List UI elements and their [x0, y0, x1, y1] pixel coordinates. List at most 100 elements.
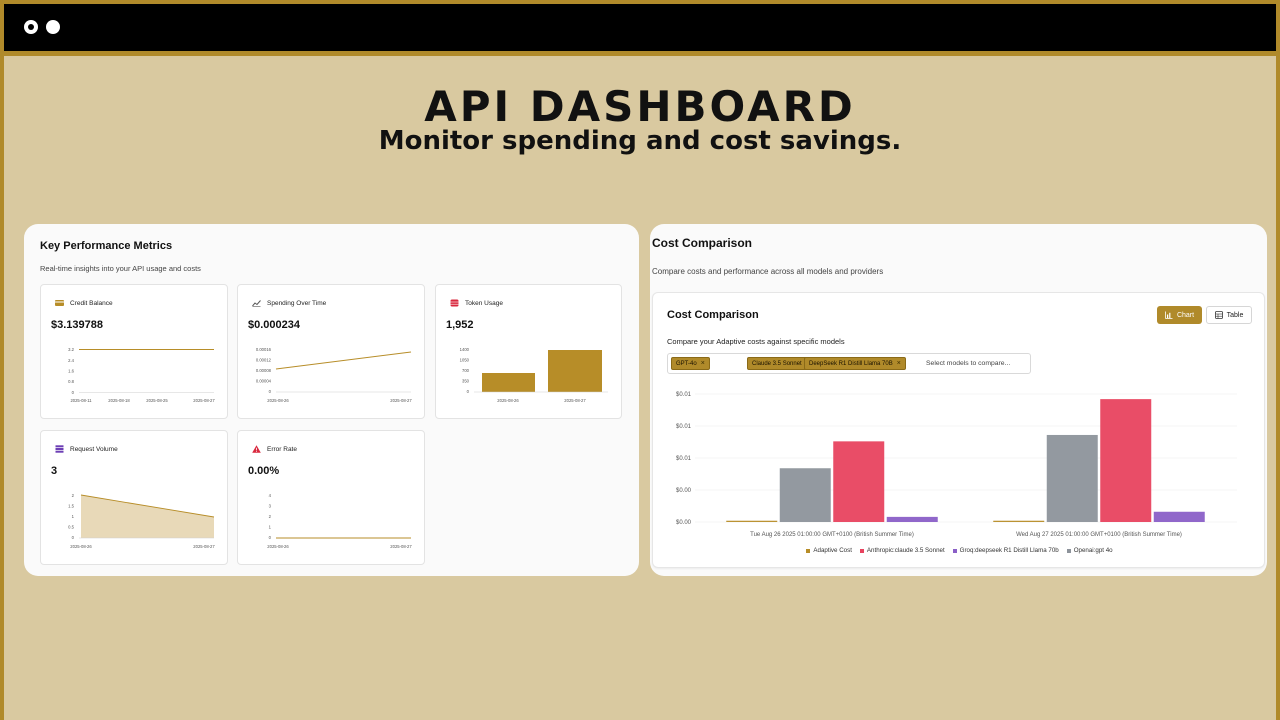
chart-legend: Adaptive Cost Anthropic:claude 3.5 Sonne…: [653, 547, 1266, 554]
model-chip[interactable]: GPT-4o ×: [671, 357, 710, 370]
legend-label: Anthropic:claude 3.5 Sonnet: [866, 547, 945, 554]
card-header: Credit Balance: [55, 299, 113, 307]
x-tick-label: Wed Aug 27 2025 01:00:00 GMT+0100 (Briti…: [1016, 532, 1182, 538]
page-subtitle: Monitor spending and cost savings.: [378, 126, 902, 156]
card-header: Spending Over Time: [252, 299, 326, 307]
y-tick-label: 0.00012: [256, 358, 272, 363]
cost-comparison-card: Cost Comparison Chart Table Compare your…: [652, 292, 1265, 568]
request-volume-card[interactable]: Request Volume 3 2 1.5 1 0.5 0 2025-08-2…: [40, 430, 228, 565]
bar-chart-icon: [1165, 311, 1173, 319]
inner-title: Cost Comparison: [667, 309, 759, 321]
legend-label: Adaptive Cost: [813, 547, 852, 554]
chip-label: Claude 3.5 Sonnet: [752, 360, 802, 367]
card-label: Request Volume: [70, 445, 118, 453]
metrics-subtitle: Real-time insights into your API usage a…: [40, 264, 201, 273]
x-tick-label: 2025-08-27: [564, 398, 586, 403]
model-selector[interactable]: GPT-4o× Claude 3.5 Sonnet× DeepSeek R1 D…: [667, 353, 1031, 374]
request-volume-chart: 2 1.5 1 0.5 0 2025-08-26 2025-08-27: [68, 493, 215, 549]
x-tick-label: 2025-08-18: [108, 398, 130, 403]
x-tick-label: 2025-08-25: [146, 398, 168, 403]
card-label: Credit Balance: [70, 299, 113, 307]
card-value: 1,952: [446, 319, 474, 331]
bar-groq-deepseek-r1-distill-llama-70b: [1153, 511, 1205, 522]
database-icon: [450, 299, 459, 307]
y-tick-label: 1400: [460, 347, 470, 352]
credit-balance-card[interactable]: Credit Balance $3.139788 3.2 2.4 1.6 0.8…: [40, 284, 228, 419]
card-value: $3.139788: [51, 319, 103, 331]
y-tick-label: $0.01: [676, 392, 692, 398]
x-tick-label: 2025-08-27: [390, 544, 412, 549]
x-tick-label: 2025-08-26: [70, 544, 92, 549]
legend-item[interactable]: Groq:deepseek R1 Distill Llama 70b: [952, 547, 1059, 554]
card-header: Request Volume: [55, 445, 118, 453]
legend-swatch: [806, 548, 811, 553]
x-tick-label: 2025-08-27: [193, 544, 215, 549]
y-tick-label: 2: [72, 493, 75, 498]
y-tick-label: 1: [72, 514, 75, 519]
y-tick-label: $0.01: [676, 456, 692, 462]
card-value: 3: [51, 465, 58, 477]
y-tick-label: 0: [269, 535, 272, 540]
y-tick-label: 0: [269, 389, 272, 394]
y-tick-label: 1050: [460, 358, 470, 363]
y-tick-label: 0.8: [68, 379, 74, 384]
y-tick-label: 0: [72, 390, 75, 395]
legend-item[interactable]: Anthropic:claude 3.5 Sonnet: [859, 547, 945, 554]
y-tick-label: 0.5: [68, 525, 74, 530]
legend-item[interactable]: Adaptive Cost: [806, 547, 852, 554]
y-tick-label: 0: [72, 535, 75, 540]
table-view-button[interactable]: Table: [1206, 306, 1252, 324]
x-tick-label: Tue Aug 26 2025 01:00:00 GMT+0100 (Briti…: [750, 532, 914, 538]
bar-2025-08-27: [548, 350, 602, 392]
cost-comparison-chart: $0.01 $0.01 $0.01 $0.00 $0.00 Tue Aug 26…: [676, 392, 1237, 538]
select-placeholder[interactable]: Select models to compare...: [926, 360, 1011, 367]
bar-groq-deepseek-r1-distill-llama-70b: [886, 516, 938, 522]
chip-label: GPT-4o: [676, 360, 697, 367]
x-tick-label: 2025-08-27: [193, 398, 215, 403]
y-tick-label: 350: [462, 379, 470, 384]
comparison-title: Cost Comparison: [652, 236, 753, 250]
series-line: [80, 494, 215, 518]
spending-over-time-card[interactable]: Spending Over Time $0.000234 0.00016 0.0…: [237, 284, 425, 419]
credit-card-icon: [55, 300, 64, 306]
inner-subtitle: Compare your Adaptive costs against spec…: [667, 337, 845, 346]
bar-anthropic-claude-3-5-sonnet: [1100, 399, 1152, 522]
x-tick-label: 2025-08-26: [497, 398, 519, 403]
y-tick-label: 1.6: [68, 369, 74, 374]
chart-view-button[interactable]: Chart: [1157, 306, 1202, 324]
token-usage-card[interactable]: Token Usage 1,952 1400 1050 700 350 0 20…: [435, 284, 622, 419]
window-control-dot[interactable]: [46, 20, 60, 34]
y-tick-label: 3.2: [68, 347, 74, 352]
card-label: Spending Over Time: [267, 299, 327, 307]
bar-adaptive-cost: [726, 520, 778, 522]
credit-balance-chart: 3.2 2.4 1.6 0.8 0 2025-08-11 2025-08-18 …: [68, 347, 215, 403]
y-tick-label: 4: [269, 493, 272, 498]
card-header: Error Rate: [252, 445, 297, 453]
close-icon[interactable]: ×: [896, 360, 901, 367]
y-tick-label: 0: [467, 389, 470, 394]
bar-adaptive-cost: [993, 520, 1045, 522]
bar-openai-gpt-4o: [1046, 434, 1098, 522]
error-rate-chart: 4 3 2 1 0 2025-08-26 2025-08-27: [267, 493, 412, 549]
error-rate-card[interactable]: Error Rate 0.00% 4 3 2 1 0 2025-08-26 20…: [237, 430, 425, 565]
table-button-label: Table: [1226, 311, 1244, 319]
card-label: Error Rate: [267, 445, 297, 453]
card-header: Token Usage: [450, 299, 503, 307]
window-control-dot[interactable]: [24, 20, 38, 34]
table-icon: [1214, 311, 1223, 319]
y-tick-label: 1: [269, 525, 272, 530]
y-tick-label: 2.4: [68, 358, 74, 363]
x-tick-label: 2025-08-11: [70, 398, 92, 403]
chip-label: DeepSeek R1 Distill Llama 70B: [809, 360, 893, 367]
metrics-panel: Key Performance Metrics Real-time insigh…: [24, 224, 639, 576]
bar-openai-gpt-4o: [779, 468, 831, 522]
close-icon[interactable]: ×: [700, 360, 705, 367]
card-label: Token Usage: [465, 299, 503, 307]
frame-border: [1276, 56, 1280, 720]
legend-item[interactable]: Openai:gpt 4o: [1066, 547, 1113, 554]
window-titlebar: [0, 0, 1280, 56]
y-tick-label: 700: [462, 368, 470, 373]
x-tick-label: 2025-08-27: [390, 398, 412, 403]
model-chip[interactable]: DeepSeek R1 Distill Llama 70B ×: [804, 357, 906, 370]
stack-icon: [55, 445, 64, 453]
